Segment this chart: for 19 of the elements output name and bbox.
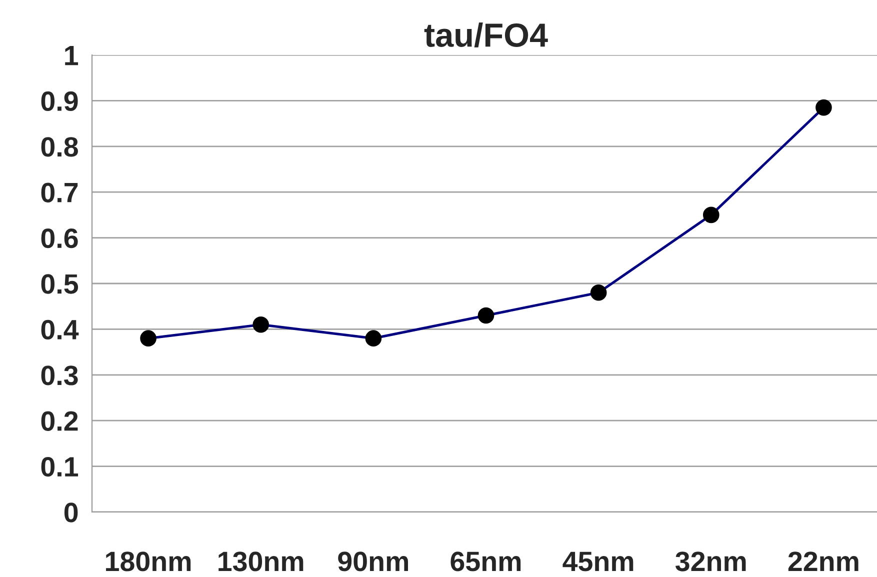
x-tick-label: 180nm <box>106 552 191 572</box>
x-tick-label: 65nm <box>450 552 521 572</box>
x-tick-label: 45nm <box>562 552 634 572</box>
y-tick-label: 0 <box>64 502 78 522</box>
x-tick-label: 32nm <box>676 552 746 572</box>
y-tick-label: 1 <box>65 46 78 66</box>
y-tick-label: 0.8 <box>41 137 78 157</box>
y-tick-label: 0.2 <box>41 411 78 431</box>
y-tick-label: 0.1 <box>41 456 78 477</box>
y-tick-label: 0.3 <box>41 366 78 386</box>
x-tick-label: 22nm <box>788 552 858 572</box>
y-tick-label: 0.5 <box>41 274 78 294</box>
y-tick-label: 0.4 <box>41 320 79 340</box>
y-tick-label: 0.7 <box>41 182 78 202</box>
y-tick-label: 0.6 <box>41 228 78 248</box>
x-tick-label: 90nm <box>338 552 408 572</box>
chart-title: tau/FO4 <box>424 22 548 48</box>
y-tick-label: 0.9 <box>41 91 78 112</box>
x-tick-label: 130nm <box>218 552 304 572</box>
